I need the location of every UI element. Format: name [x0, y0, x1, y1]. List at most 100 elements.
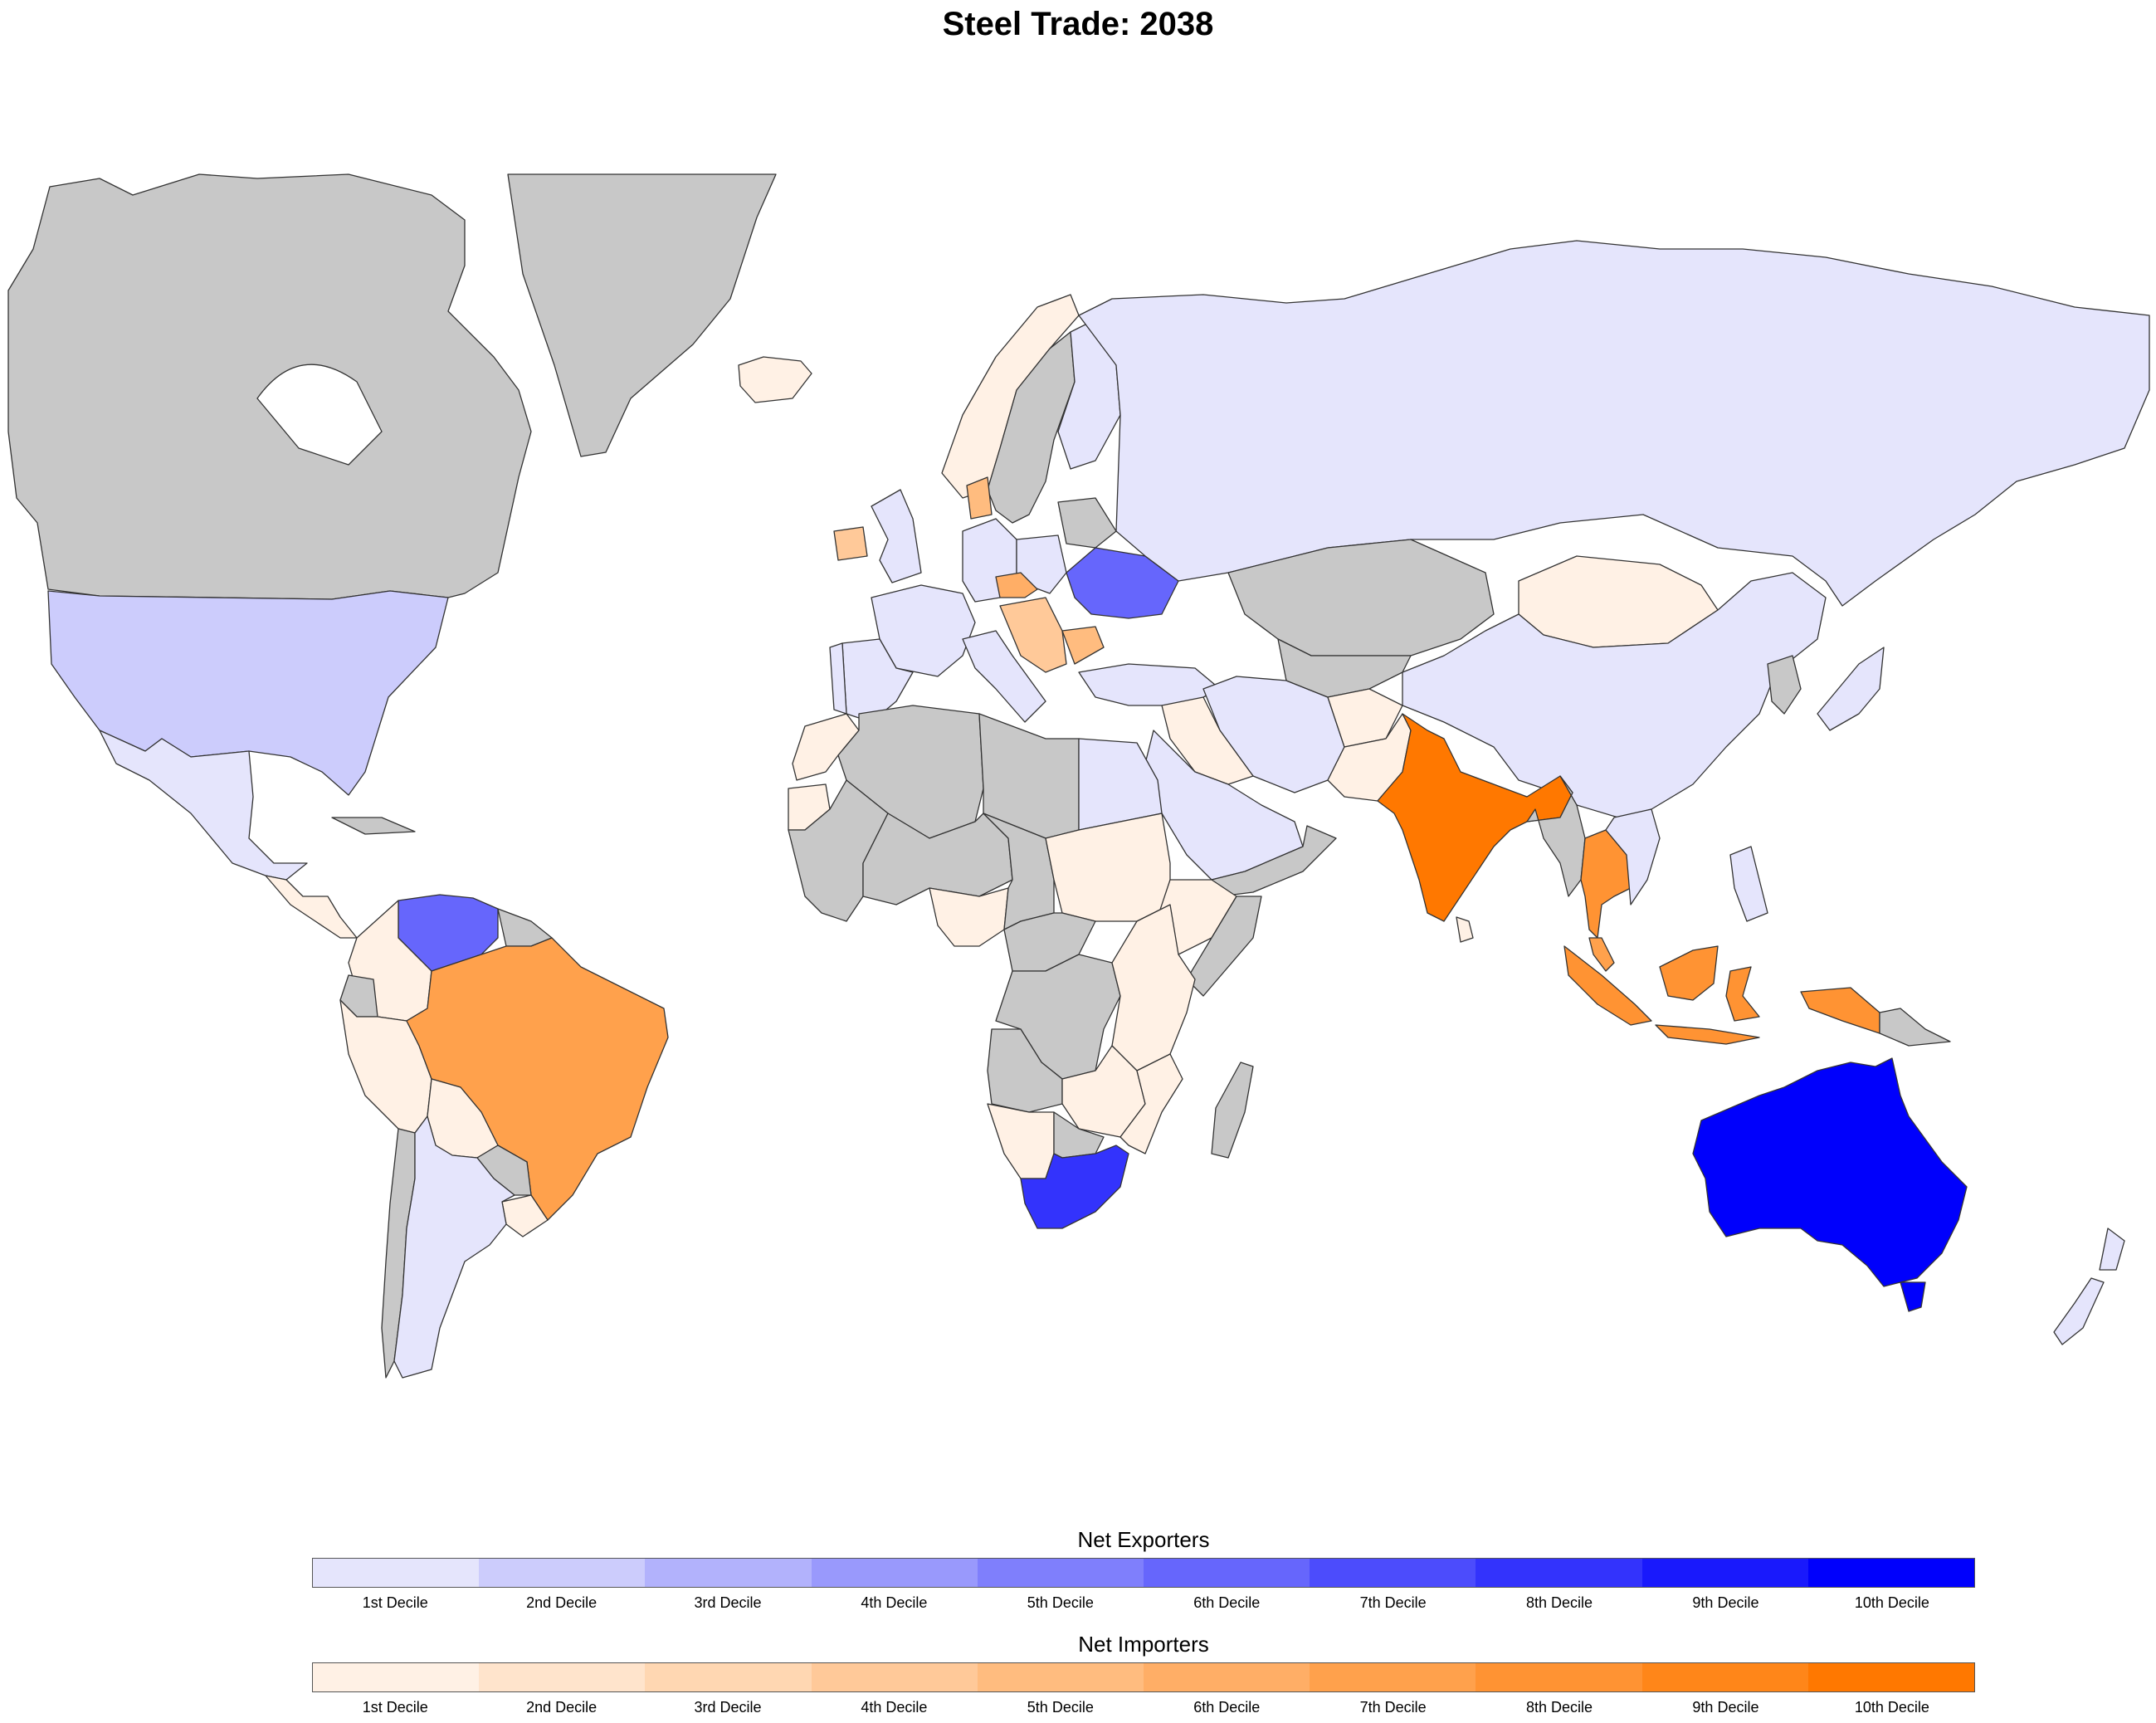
legend-exporters-swatch-7: [1310, 1559, 1476, 1587]
legend-exporters-title: Net Exporters: [1077, 1527, 1210, 1552]
legend-exporters-swatch-10: [1807, 1559, 1975, 1587]
legend-exporters-label: 1st Decile: [362, 1594, 428, 1611]
legend-importers-label: 2nd Decile: [526, 1699, 598, 1716]
region-japan: [1817, 647, 1885, 731]
region-mozambique: [1119, 1053, 1183, 1154]
region-myanmar: [1526, 775, 1586, 897]
region-cuba: [331, 817, 416, 835]
region-greenland: [507, 173, 777, 457]
legend-exporters-swatch-2: [479, 1559, 646, 1587]
region-vietnam: [1605, 808, 1661, 905]
region-tasmania: [1900, 1281, 1926, 1312]
region-iceland: [738, 356, 812, 403]
region-argentina: [393, 1115, 515, 1379]
legend-exporters-swatch-1: [313, 1559, 480, 1587]
legend-importers-label: 5th Decile: [1027, 1699, 1094, 1716]
legend-importers-swatch-2: [479, 1663, 646, 1691]
region-sudan: [1045, 813, 1171, 922]
region-australia: [1692, 1057, 1968, 1287]
region-central-america: [265, 875, 358, 939]
legend-importers-swatch-9: [1641, 1663, 1808, 1691]
region-russia: [1078, 240, 2150, 607]
region-italy: [962, 630, 1046, 723]
region-bulgaria: [1061, 626, 1105, 665]
region-sweden: [987, 331, 1076, 524]
legend-exporters-labels: 1st Decile 2nd Decile 3rd Decile 4th Dec…: [312, 1593, 1975, 1613]
region-korea: [1767, 655, 1802, 715]
region-south-africa: [1020, 1145, 1129, 1229]
legend-exporters-label: 8th Decile: [1526, 1594, 1593, 1611]
legend-exporters-label: 10th Decile: [1854, 1594, 1929, 1611]
region-morocco: [792, 713, 860, 781]
region-china: [1402, 572, 1827, 818]
legend-exporters-label: 7th Decile: [1359, 1594, 1427, 1611]
region-indonesia: [1655, 1024, 1760, 1045]
legend-exporters-swatch-4: [811, 1559, 978, 1587]
legend-importers-label: 7th Decile: [1359, 1699, 1427, 1716]
region-denmark: [966, 476, 993, 520]
legend-importers-colorbar: [312, 1662, 1975, 1692]
legend-exporters-label: 4th Decile: [861, 1594, 928, 1611]
legend-importers-swatch-8: [1476, 1663, 1642, 1691]
legend-importers-label: 1st Decile: [362, 1699, 428, 1716]
map-title: Steel Trade: 2038: [942, 6, 1214, 42]
region-indonesia: [1725, 966, 1760, 1022]
region-ireland: [833, 526, 868, 561]
legend-exporters-label: 2nd Decile: [526, 1594, 598, 1611]
region-new-zealand: [2053, 1277, 2105, 1345]
legend-exporters-label: 5th Decile: [1027, 1594, 1094, 1611]
region-indonesia: [1659, 945, 1719, 1001]
region-drc: [995, 954, 1121, 1080]
region-mali-niger: [862, 813, 1013, 905]
legend-exporters-swatch-5: [977, 1559, 1144, 1587]
legend-importers-title: Net Importers: [1078, 1632, 1209, 1657]
region-philippines: [1729, 846, 1768, 922]
region-sri-lanka: [1456, 916, 1474, 943]
legend-importers-labels: 1st Decile 2nd Decile 3rd Decile 4th Dec…: [312, 1697, 1975, 1717]
world-map: [7, 173, 2150, 1379]
region-madagascar: [1211, 1062, 1254, 1159]
legend-importers-label: 8th Decile: [1526, 1699, 1593, 1716]
region-new-zealand: [2099, 1228, 2125, 1271]
legend-importers-swatch-4: [811, 1663, 978, 1691]
legend-exporters-swatch-8: [1476, 1559, 1642, 1587]
legend-exporters-swatch-6: [1144, 1559, 1310, 1587]
legend-net-importers: Net Importers 1st Decile 2nd Decile 3rd …: [312, 1631, 1975, 1717]
legend-importers-label: 3rd Decile: [694, 1699, 762, 1716]
region-central-asia: [1277, 638, 1412, 698]
legend-importers-swatch-1: [313, 1663, 480, 1691]
region-spain: [841, 638, 914, 723]
region-somalia: [1186, 896, 1262, 997]
region-kazakhstan: [1227, 539, 1495, 656]
region-nigeria: [929, 887, 1009, 947]
region-malaysia: [1588, 937, 1615, 972]
region-indonesia: [1800, 987, 1880, 1034]
legend-net-exporters: Net Exporters 1st Decile 2nd Decile 3rd …: [312, 1526, 1975, 1613]
legend-importers-label: 4th Decile: [861, 1699, 928, 1716]
legend-exporters-swatch-9: [1641, 1559, 1808, 1587]
region-india: [1377, 713, 1573, 922]
legend-importers-swatch-6: [1144, 1663, 1310, 1691]
legend-importers-swatch-10: [1807, 1663, 1975, 1691]
region-indonesia: [1563, 945, 1652, 1026]
region-ukraine: [1066, 547, 1179, 619]
region-png: [1879, 1008, 1951, 1047]
region-balkans: [999, 597, 1067, 673]
legend-importers-label: 6th Decile: [1193, 1699, 1261, 1716]
region-canada: [256, 364, 383, 466]
legend-importers-swatch-5: [977, 1663, 1144, 1691]
region-namibia: [987, 1103, 1055, 1179]
legend-importers-label: 9th Decile: [1692, 1699, 1759, 1716]
legend-exporters-label: 9th Decile: [1692, 1594, 1759, 1611]
region-czechia: [995, 572, 1038, 598]
region-iraq-syria: [1161, 696, 1254, 785]
legend-importers-swatch-7: [1310, 1663, 1476, 1691]
region-mexico: [99, 730, 308, 881]
region-afghanistan: [1327, 688, 1403, 748]
legend-exporters-swatch-3: [645, 1559, 812, 1587]
region-uk: [871, 489, 922, 583]
region-belarus: [1057, 497, 1117, 549]
legend-exporters-label: 3rd Decile: [694, 1594, 762, 1611]
legend-importers-swatch-3: [645, 1663, 812, 1691]
legend-exporters-label: 6th Decile: [1193, 1594, 1261, 1611]
